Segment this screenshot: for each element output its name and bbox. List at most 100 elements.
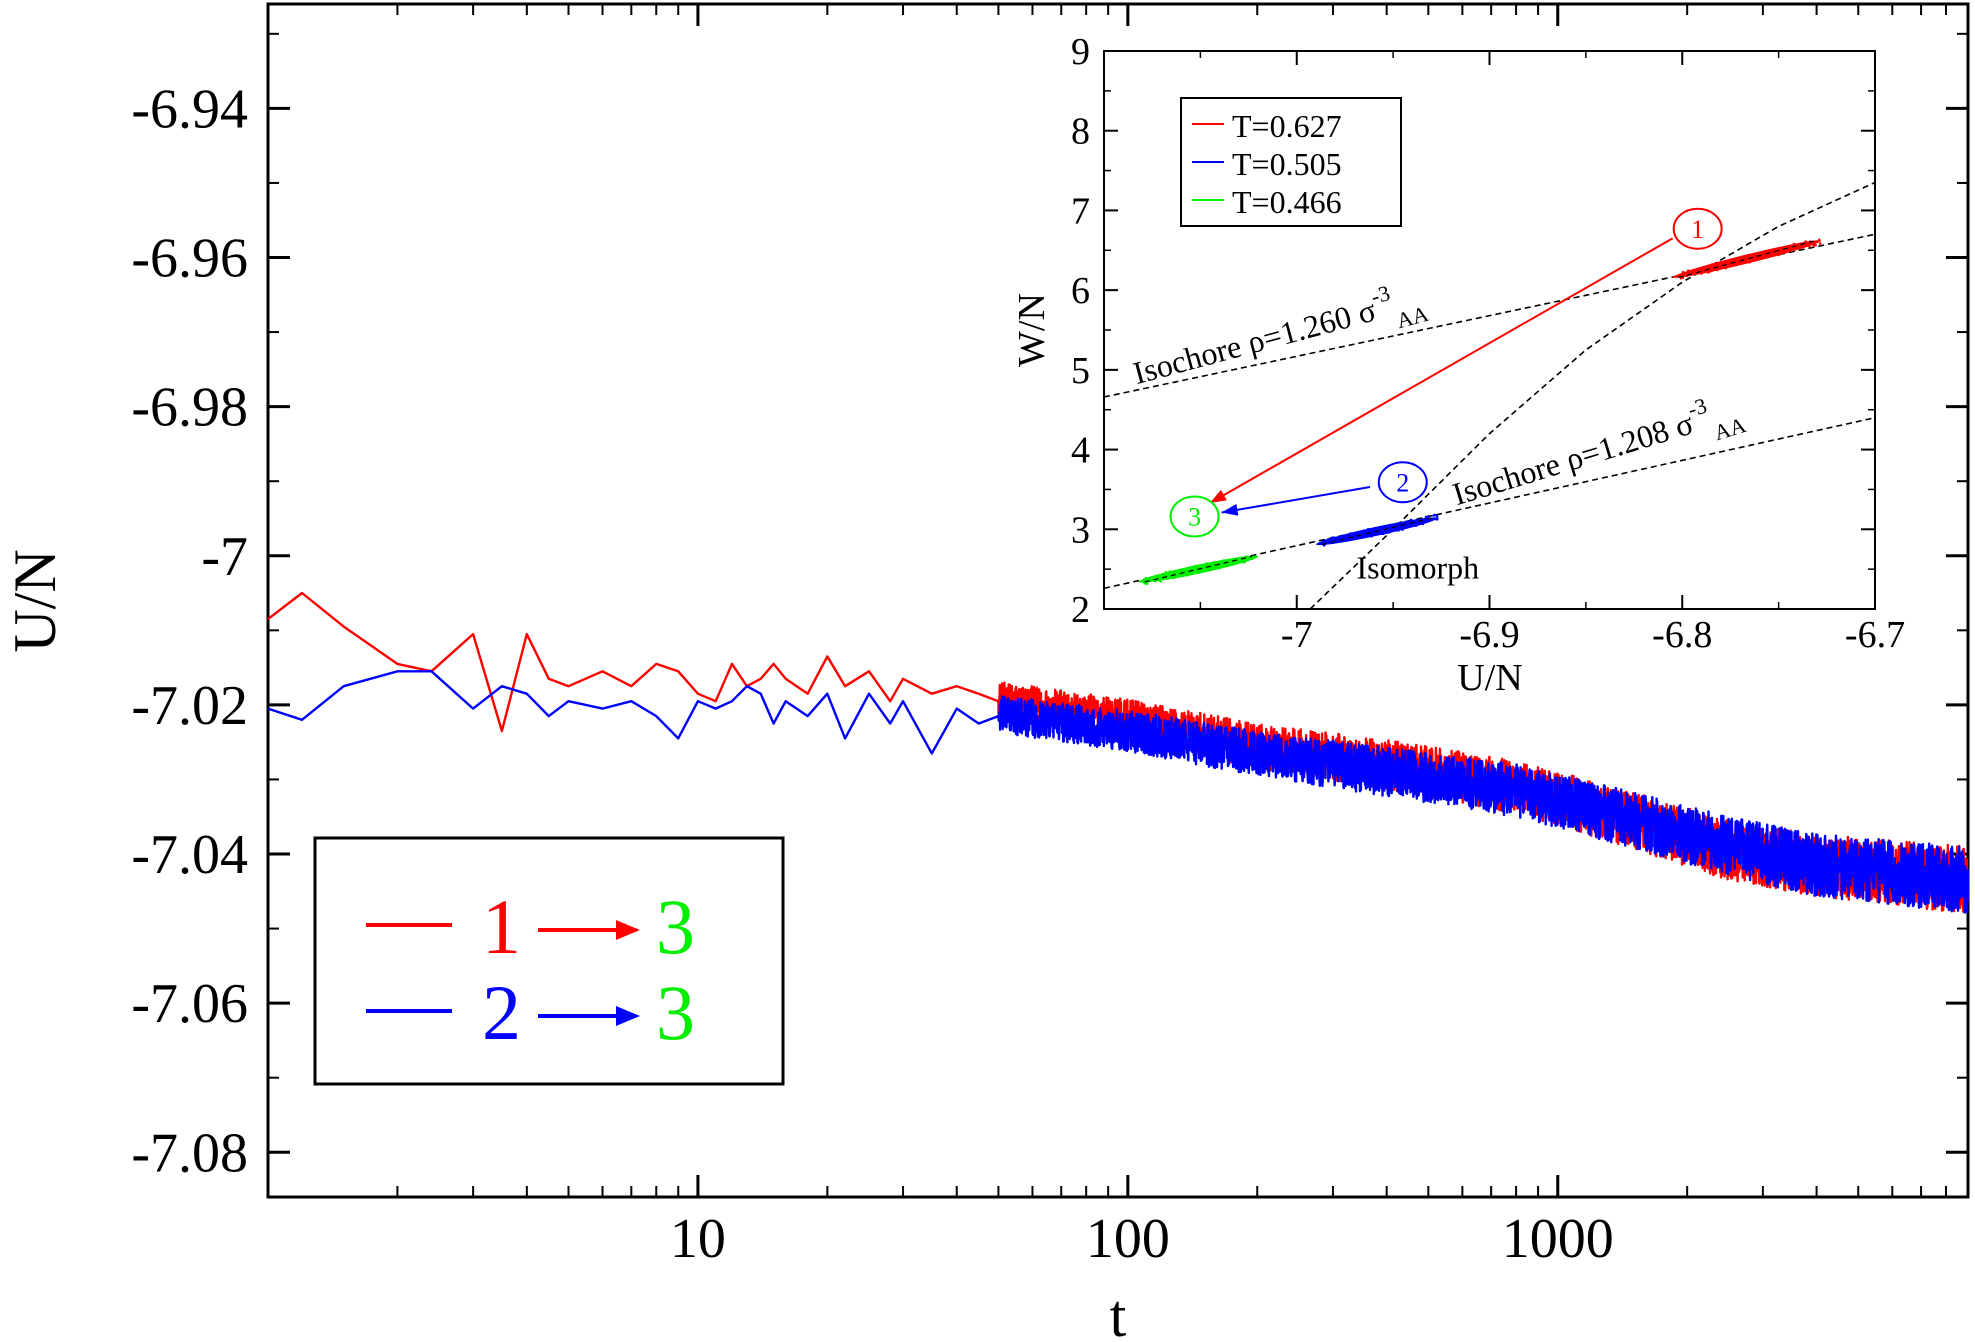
inset-cluster-point [1164, 570, 1168, 574]
inset-cluster-point [1780, 249, 1783, 252]
inset-cluster-point [1427, 515, 1430, 518]
x-tick-label: 10 [670, 1208, 726, 1270]
inset-cluster-point [1231, 561, 1235, 564]
inset-cluster-point [1345, 539, 1349, 542]
inset-cluster-point [1391, 528, 1395, 531]
inset-cluster-point [1796, 246, 1799, 249]
y-axis-label: U/N [2, 549, 68, 652]
inset-cluster-point [1686, 269, 1690, 273]
inset-cluster-point [1380, 528, 1384, 531]
inset-cluster-point [1804, 240, 1807, 243]
inset-state-label: 2 [1396, 468, 1409, 497]
inset-cluster-axis [1144, 555, 1253, 583]
inset-cluster-point [1356, 532, 1360, 535]
inset-cluster-point [1187, 572, 1190, 575]
inset-cluster-point [1160, 575, 1163, 578]
annotation-main: Isomorph [1357, 550, 1480, 586]
inset-cluster-point [1385, 531, 1389, 535]
inset-y-tick-label: 2 [1071, 589, 1090, 631]
inset-cluster-point [1212, 565, 1216, 569]
y-tick-label: -7.02 [131, 675, 248, 737]
inset-cluster-point [1409, 518, 1413, 522]
x-tick-label: 1000 [1502, 1208, 1614, 1270]
inset-cluster-point [1778, 247, 1781, 250]
inset-cluster-point [1715, 268, 1719, 271]
inset-cluster-point [1773, 252, 1776, 255]
inset-cluster-point [1190, 567, 1194, 571]
inset-state-marker-2 [1377, 461, 1428, 504]
inset-cluster-point [1401, 528, 1404, 531]
y-tick-label: -7 [201, 526, 248, 588]
y-tick-label: -6.94 [131, 78, 248, 140]
inset-cluster-point [1792, 242, 1796, 246]
inset-cluster-point [1771, 250, 1774, 253]
inset-cluster-point [1219, 561, 1222, 564]
inset-x-axis-label: U/N [1457, 657, 1522, 699]
inset-y-tick-label: 5 [1071, 350, 1090, 392]
y-tick-label: -7.08 [131, 1122, 248, 1184]
inset-cluster-point [1748, 261, 1751, 264]
y-tick-label: -6.96 [131, 228, 248, 290]
main-tick-labels: 10 100 1000-6.94-6.96-6.98-7-7.02-7.04-7.0… [131, 78, 1613, 1270]
inset-ticks [1104, 50, 1876, 610]
legend-arrow-head [616, 920, 640, 940]
main-ticks [268, 4, 1969, 1197]
inset-cluster-point [1194, 564, 1197, 568]
x-axis-label: t [1110, 1283, 1127, 1342]
inset-cluster-point [1354, 532, 1357, 535]
inset-cluster-point [1707, 271, 1710, 274]
inset-cluster-point [1732, 259, 1736, 262]
inset-cluster-point [1154, 574, 1158, 578]
inset-cluster-point [1176, 569, 1180, 573]
inset-cluster-point [1159, 579, 1162, 583]
inset-cluster-point [1144, 582, 1147, 585]
inset-cluster-point [1815, 240, 1818, 243]
inset-cluster-point [1349, 532, 1353, 535]
inset-clusters [1138, 238, 1822, 585]
inset-cluster-point [1174, 572, 1177, 575]
inset-cluster-point [1373, 526, 1377, 530]
inset-cluster-point [1762, 254, 1765, 257]
inset-cluster-point [1814, 243, 1817, 247]
inset-arrow-head-1 [1210, 489, 1227, 503]
inset-x-tick-label: -7 [1281, 614, 1313, 656]
inset-cluster-point [1709, 269, 1713, 273]
legend-to-label: 3 [656, 883, 695, 970]
inset-legend-label: T=0.505 [1232, 146, 1342, 182]
inset-cluster-point [1700, 272, 1703, 275]
inset-arrow-head-2 [1221, 503, 1239, 516]
inset-cluster-point [1190, 571, 1194, 574]
inset-cluster-point [1818, 242, 1822, 245]
inset-cluster-point [1150, 578, 1154, 581]
x-tick-label: 100 [1086, 1208, 1170, 1270]
inset-cluster-point [1706, 266, 1710, 269]
inset-cluster-point [1337, 539, 1340, 542]
inset-cluster-point [1731, 264, 1734, 268]
y-tick-label: -6.98 [131, 377, 248, 439]
inset-cluster-point [1241, 560, 1245, 564]
inset-cluster-point [1167, 573, 1170, 577]
inset-y-tick-label: 8 [1071, 111, 1090, 153]
inset-cluster-point [1724, 266, 1728, 270]
inset-cluster-point [1238, 557, 1242, 560]
inset-cluster-point [1244, 559, 1248, 563]
inset-cluster-point [1209, 566, 1213, 570]
inset-arrow-shaft-2 [1221, 486, 1371, 514]
inset-cluster-point [1197, 571, 1201, 574]
inset-cluster-point [1808, 244, 1811, 248]
inset-cluster-point [1205, 564, 1208, 567]
inset-cluster-point [1414, 524, 1418, 527]
inset-cluster-point [1382, 532, 1385, 535]
main-legend: 1 3 2 3 [313, 836, 785, 1086]
inset-cluster-point [1206, 567, 1209, 570]
inset-cluster-axis [1678, 240, 1816, 278]
inset-cluster-point [1168, 570, 1172, 573]
inset-cluster-point [1782, 251, 1785, 255]
inset-cluster-point [1371, 530, 1375, 533]
legend-to-label: 3 [656, 969, 695, 1056]
inset-cluster-point [1174, 569, 1177, 573]
